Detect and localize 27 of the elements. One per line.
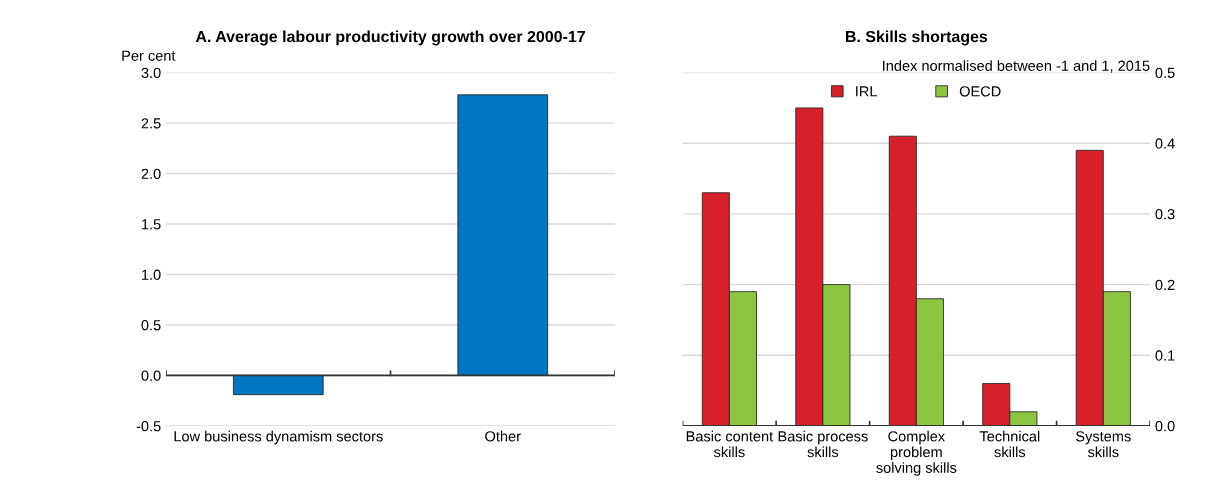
y-tick-label: 1.0 — [142, 269, 161, 280]
y2-tick-label: 0.4 — [1155, 138, 1175, 149]
y-tick-label: -0.5 — [136, 421, 161, 432]
y2-tick-label: 0.2 — [1155, 279, 1175, 291]
y2-tick-label: 0.0 — [1155, 421, 1175, 432]
x-tick-label: Basic content skills — [686, 430, 774, 458]
legend-label: IRL — [856, 86, 877, 97]
y-axis-title: Per cent — [122, 50, 176, 61]
x-tick-label: Basic process skills — [778, 430, 868, 458]
x-tick-label: Low business dynamism sectors — [174, 430, 383, 445]
y-tick-label: 1.5 — [142, 219, 161, 230]
y-tick-label: 0.0 — [141, 370, 161, 381]
chart-title: A. Average labour productivity growth over 2000-17 — [195, 30, 585, 46]
y-tick-label: 2.5 — [141, 118, 161, 129]
y2-tick-label: 0.1 — [1155, 350, 1175, 361]
x-tick-label: Technical skills — [979, 430, 1040, 458]
x-tick-label: Other — [485, 430, 521, 442]
legend-label: OECD — [959, 86, 1001, 97]
y2-tick-label: 0.5 — [1155, 67, 1175, 79]
x-tick-label: Systems skills — [1076, 431, 1131, 458]
y-tick-label: 0.5 — [141, 320, 161, 331]
x-tick-label: Complex problem solving skills — [876, 430, 957, 476]
chart-title: B. Skills shortages — [845, 30, 988, 46]
y-tick-label: 2.0 — [141, 168, 161, 179]
y2-axis-title: Index normalised between -1 and 1, 2015 — [883, 60, 1150, 73]
y2-tick-label: 0.3 — [1155, 209, 1175, 220]
y-tick-label: 3.0 — [141, 67, 161, 79]
